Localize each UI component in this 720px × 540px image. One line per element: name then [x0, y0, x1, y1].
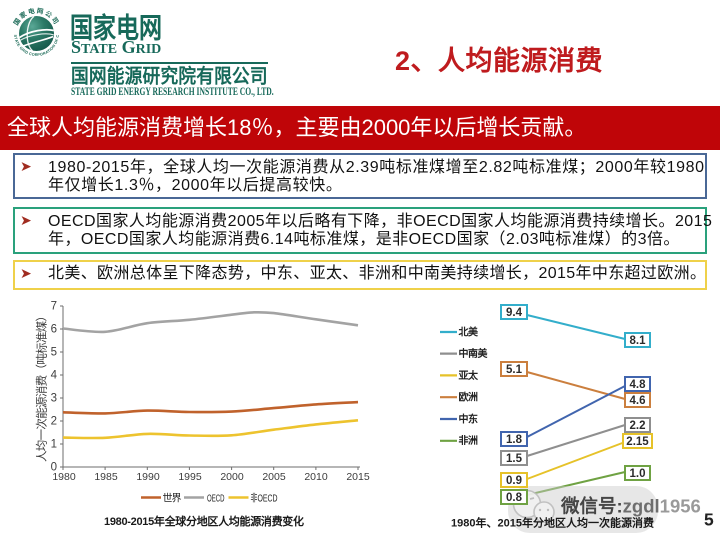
svg-text:5: 5 [704, 510, 714, 530]
svg-text:1.8: 1.8 [506, 434, 523, 446]
svg-text:非洲: 非洲 [459, 434, 479, 447]
svg-text:0.9: 0.9 [506, 475, 522, 487]
svg-text:2000: 2000 [220, 471, 244, 483]
svg-text:2005: 2005 [262, 471, 286, 483]
svg-text:1985: 1985 [94, 471, 118, 483]
svg-text:1.0: 1.0 [630, 468, 646, 480]
svg-text:1980-2015年全球分地区人均能源消费变化: 1980-2015年全球分地区人均能源消费变化 [104, 514, 304, 528]
svg-text:2.15: 2.15 [626, 436, 649, 448]
svg-text:4.6: 4.6 [630, 395, 646, 407]
svg-text:中南美: 中南美 [459, 347, 489, 360]
svg-text:2015: 2015 [346, 471, 370, 483]
svg-text:9.4: 9.4 [506, 307, 523, 319]
svg-text:2010: 2010 [304, 471, 328, 483]
svg-text:1990: 1990 [136, 471, 160, 483]
svg-text:5: 5 [51, 347, 57, 359]
svg-text:非OECD: 非OECD [251, 493, 278, 505]
svg-text:欧洲: 欧洲 [459, 391, 479, 404]
svg-text:4: 4 [51, 370, 58, 382]
svg-text:4.8: 4.8 [630, 379, 647, 391]
svg-text:中东: 中东 [459, 412, 479, 425]
svg-text:1995: 1995 [178, 471, 202, 483]
svg-text:北美: 北美 [459, 325, 480, 338]
svg-text:OECD: OECD [207, 494, 225, 505]
svg-text:3: 3 [51, 393, 57, 405]
svg-text:人均一次能源消费（吨标准煤）: 人均一次能源消费（吨标准煤） [35, 310, 49, 462]
svg-text:7: 7 [51, 301, 57, 313]
svg-text:2.2: 2.2 [630, 420, 646, 432]
svg-text:1980年、2015年分地区人均一次能源消费: 1980年、2015年分地区人均一次能源消费 [451, 516, 654, 530]
svg-text:1.5: 1.5 [506, 453, 523, 465]
svg-text:微信号:zgdl1956: 微信号:zgdl1956 [560, 496, 701, 517]
svg-text:0: 0 [51, 462, 57, 474]
svg-text:1: 1 [51, 439, 57, 451]
svg-text:5.1: 5.1 [506, 364, 523, 376]
svg-text:世界: 世界 [163, 493, 182, 505]
svg-text:0.8: 0.8 [506, 492, 523, 504]
svg-text:6: 6 [51, 324, 57, 336]
svg-text:亚太: 亚太 [459, 369, 480, 382]
svg-text:8.1: 8.1 [630, 335, 647, 347]
svg-text:1980: 1980 [52, 471, 76, 483]
svg-text:2: 2 [51, 416, 57, 428]
